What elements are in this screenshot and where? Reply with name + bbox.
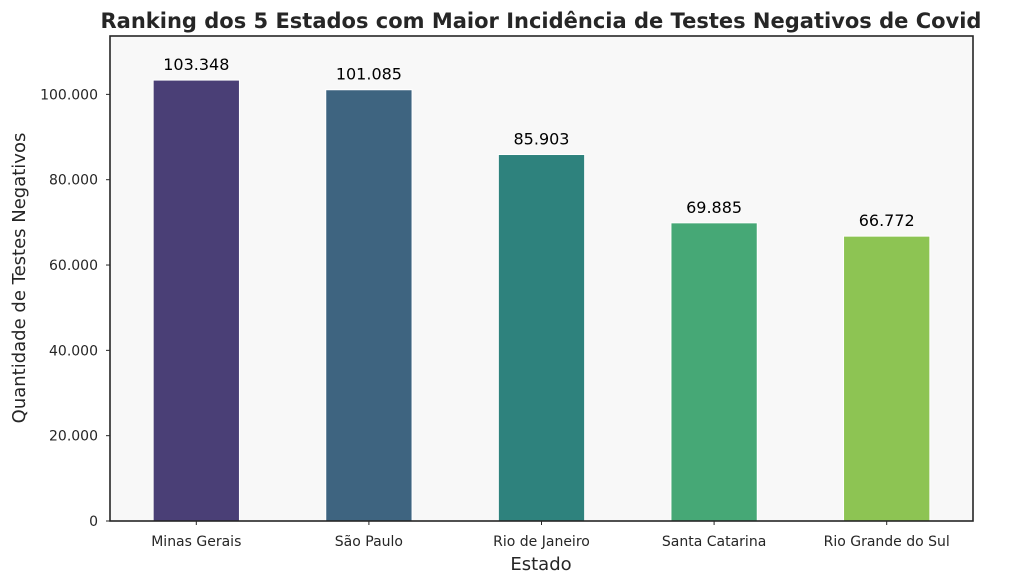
y-tick-label-5: 100.000 — [40, 87, 98, 103]
bar-4 — [843, 235, 931, 522]
bar-3 — [670, 222, 758, 522]
y-tick-label-0: 0 — [89, 514, 98, 530]
x-tick-label-3: Santa Catarina — [662, 534, 766, 550]
value-label-3: 69.885 — [686, 198, 742, 217]
x-tick-label-0: Minas Gerais — [151, 534, 241, 550]
value-labels: 103.348 101.085 85.903 69.885 66.772 — [163, 55, 914, 230]
x-axis-label: Estado — [510, 554, 571, 575]
y-tick-label-4: 80.000 — [49, 173, 98, 189]
y-axis-label: Quantidade de Testes Negativos — [9, 133, 30, 424]
value-label-0: 103.348 — [163, 55, 229, 74]
x-tick-label-1: São Paulo — [335, 534, 403, 550]
value-label-2: 85.903 — [514, 130, 570, 149]
chart-title: Ranking dos 5 Estados com Maior Incidênc… — [101, 9, 982, 33]
bar-1 — [325, 89, 413, 522]
value-label-1: 101.085 — [336, 65, 402, 84]
value-label-4: 66.772 — [859, 211, 915, 230]
y-tick-label-3: 60.000 — [49, 258, 98, 274]
y-tick-label-1: 20.000 — [49, 429, 98, 445]
bar-0 — [152, 79, 240, 522]
x-tick-labels: Minas Gerais São Paulo Rio de Janeiro Santa… — [151, 521, 950, 550]
plot-frame — [109, 35, 974, 522]
y-tick-label-2: 40.000 — [49, 343, 98, 359]
bars-layer — [152, 79, 931, 522]
x-tick-label-4: Rio Grande do Sul — [824, 534, 950, 550]
y-tick-labels: 0 20.000 40.000 60.000 80.000 100.000 — [40, 87, 110, 530]
bar-2 — [497, 154, 586, 522]
x-tick-label-2: Rio de Janeiro — [493, 534, 590, 550]
